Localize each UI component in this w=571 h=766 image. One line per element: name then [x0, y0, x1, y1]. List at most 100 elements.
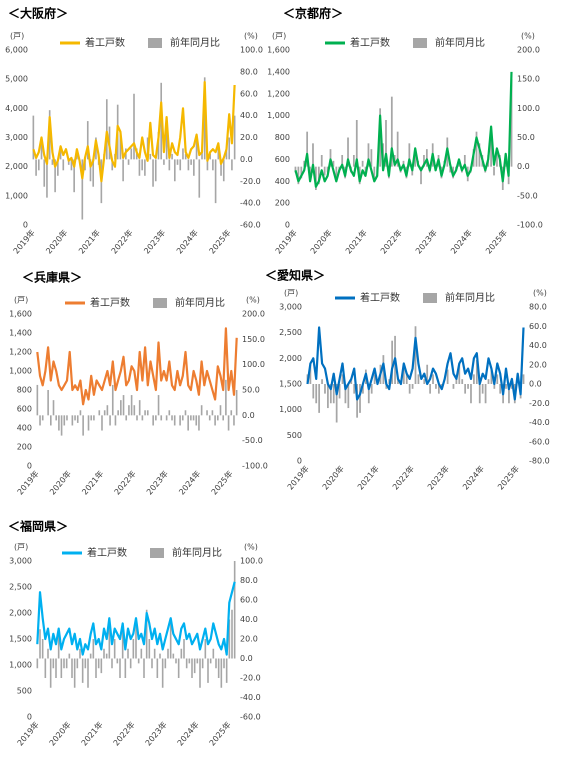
bar	[347, 384, 350, 409]
bar	[297, 166, 300, 185]
y-tick-label: 0	[23, 221, 28, 230]
bar	[66, 415, 68, 421]
bar	[39, 415, 41, 426]
bar	[55, 415, 58, 421]
bar	[141, 415, 144, 421]
bar	[370, 384, 373, 394]
bar	[141, 159, 143, 171]
bar	[168, 410, 171, 416]
bar	[161, 658, 164, 688]
chart-title: ＜愛知県＞	[265, 268, 325, 283]
bar	[429, 384, 431, 394]
x-tick-label: 2019年	[15, 468, 41, 496]
bar	[86, 121, 89, 160]
bar	[125, 415, 128, 421]
bar	[344, 384, 347, 404]
y2-tick-label: -80.0	[529, 457, 550, 466]
y-tick-label: 400	[275, 177, 290, 186]
bar	[350, 379, 353, 384]
bar	[303, 160, 306, 167]
bar	[106, 405, 109, 416]
bar	[475, 359, 478, 384]
bar	[196, 658, 199, 664]
bar	[321, 379, 323, 384]
bar	[116, 658, 119, 664]
bar	[206, 410, 208, 416]
bar	[133, 405, 136, 416]
x-tick-label: 2025年	[483, 227, 509, 255]
bar	[195, 137, 198, 160]
bar	[193, 658, 196, 674]
bar	[484, 384, 487, 404]
bar	[315, 384, 318, 404]
bar	[120, 400, 122, 416]
bar	[169, 619, 172, 659]
bar	[117, 410, 119, 416]
bar	[195, 415, 198, 426]
bar	[100, 658, 103, 674]
bar	[114, 415, 117, 426]
y-tick-label: 500	[17, 687, 32, 696]
bar	[437, 384, 440, 394]
legend-label: 着工戸数	[350, 36, 390, 49]
legend-label: 前年同月比	[175, 296, 225, 309]
bar	[79, 648, 81, 659]
bar	[156, 658, 159, 678]
y-tick-label: 4,000	[5, 104, 28, 113]
bar	[361, 160, 364, 167]
bar	[58, 415, 60, 431]
bar	[478, 143, 481, 167]
bar	[367, 384, 370, 404]
y-tick-label: 400	[17, 424, 32, 433]
y2-axis-unit: (%)	[521, 32, 535, 41]
y-tick-label: 1,400	[267, 67, 290, 76]
bar	[183, 639, 185, 659]
bar	[180, 648, 183, 659]
bar	[62, 159, 65, 171]
bar	[200, 405, 203, 416]
bar	[225, 379, 227, 416]
bar	[140, 648, 143, 659]
bar	[57, 629, 60, 659]
bar	[220, 658, 223, 688]
y2-tick-label: 0.0	[240, 155, 253, 164]
y2-tick-label: 60.0	[529, 322, 547, 331]
y-tick-label: 2,500	[279, 328, 302, 337]
bar	[347, 137, 349, 167]
legend-label: 着工戸数	[360, 291, 400, 304]
bar	[127, 648, 129, 659]
bar	[335, 166, 338, 179]
bar	[318, 384, 321, 413]
bar	[151, 658, 153, 669]
bar	[173, 415, 176, 426]
bar	[225, 658, 228, 683]
bar	[138, 400, 141, 416]
y2-axis-unit: (%)	[533, 289, 547, 298]
y-tick-label: 200	[275, 199, 290, 208]
bar	[201, 148, 203, 160]
bar	[326, 166, 329, 173]
bar	[487, 379, 490, 384]
bar	[215, 658, 217, 669]
bar	[185, 658, 188, 669]
bar	[338, 384, 341, 399]
bar	[228, 137, 231, 160]
y2-tick-label: -20.0	[240, 674, 261, 683]
bar	[60, 415, 63, 436]
x-tick-label: 2020年	[47, 719, 73, 747]
bar	[408, 143, 411, 167]
bar	[223, 658, 225, 669]
bar	[109, 415, 111, 426]
bar	[312, 384, 315, 399]
bar	[231, 609, 233, 659]
x-tick-label: 2023年	[143, 719, 169, 747]
bar	[496, 374, 499, 384]
bar	[157, 395, 160, 416]
bar	[60, 658, 63, 678]
y2-tick-label: 20.0	[240, 635, 258, 644]
bar	[71, 658, 73, 678]
bar	[222, 159, 225, 182]
bar	[458, 364, 461, 384]
bar	[165, 126, 168, 160]
x-tick-label: 2024年	[177, 468, 203, 496]
